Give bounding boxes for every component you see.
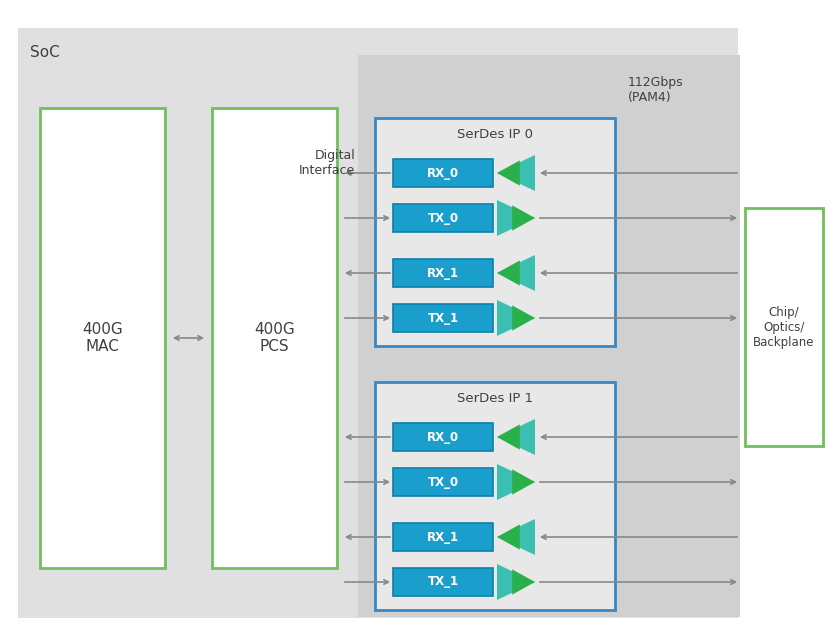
Text: TX_0: TX_0	[428, 476, 459, 488]
Polygon shape	[512, 205, 535, 230]
Polygon shape	[497, 424, 520, 450]
FancyBboxPatch shape	[40, 108, 165, 568]
Text: 400G
PCS: 400G PCS	[255, 322, 295, 354]
Text: RX_0: RX_0	[427, 431, 459, 444]
Polygon shape	[497, 200, 535, 236]
FancyBboxPatch shape	[358, 55, 740, 617]
FancyBboxPatch shape	[393, 423, 493, 451]
FancyBboxPatch shape	[745, 208, 823, 446]
Polygon shape	[497, 161, 520, 186]
Polygon shape	[512, 469, 535, 495]
Text: Chip/
Optics/
Backplane: Chip/ Optics/ Backplane	[753, 305, 815, 349]
Polygon shape	[512, 305, 535, 331]
FancyBboxPatch shape	[393, 304, 493, 332]
FancyBboxPatch shape	[393, 523, 493, 551]
FancyBboxPatch shape	[18, 28, 738, 618]
FancyBboxPatch shape	[393, 568, 493, 596]
FancyBboxPatch shape	[212, 108, 337, 568]
Text: 112Gbps
(PAM4): 112Gbps (PAM4)	[628, 76, 684, 104]
Text: SerDes IP 0: SerDes IP 0	[457, 127, 533, 141]
Text: SoC: SoC	[30, 45, 60, 60]
Text: SerDes IP 1: SerDes IP 1	[457, 392, 533, 404]
FancyBboxPatch shape	[375, 382, 615, 610]
Polygon shape	[497, 260, 520, 285]
Polygon shape	[497, 419, 535, 455]
Polygon shape	[497, 524, 520, 550]
Text: TX_1: TX_1	[428, 575, 459, 589]
Text: 400G
MAC: 400G MAC	[82, 322, 123, 354]
Text: Digital
Interface: Digital Interface	[299, 149, 355, 177]
FancyBboxPatch shape	[393, 259, 493, 287]
Polygon shape	[497, 519, 535, 555]
Polygon shape	[497, 464, 535, 500]
Text: RX_0: RX_0	[427, 166, 459, 179]
FancyBboxPatch shape	[375, 118, 615, 346]
Polygon shape	[497, 300, 535, 336]
Text: TX_0: TX_0	[428, 211, 459, 225]
FancyBboxPatch shape	[393, 204, 493, 232]
FancyBboxPatch shape	[393, 159, 493, 187]
Text: RX_1: RX_1	[427, 531, 459, 543]
Polygon shape	[512, 570, 535, 595]
Text: TX_1: TX_1	[428, 312, 459, 324]
Polygon shape	[497, 155, 535, 191]
Polygon shape	[497, 255, 535, 291]
Polygon shape	[497, 564, 535, 600]
Text: RX_1: RX_1	[427, 266, 459, 280]
FancyBboxPatch shape	[393, 468, 493, 496]
